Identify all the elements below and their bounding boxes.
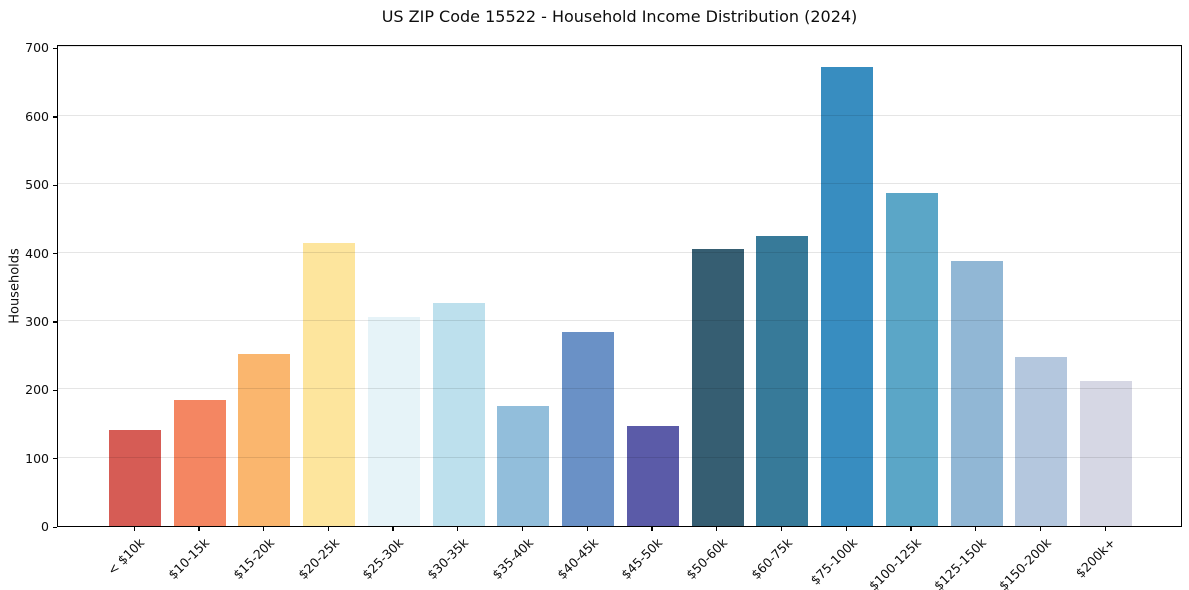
- y-tick-label: 100: [25, 450, 49, 466]
- x-tick-mark: [651, 527, 653, 531]
- gridline: [58, 251, 1181, 253]
- bar: [756, 236, 809, 526]
- y-tick-mark: [53, 116, 57, 118]
- chart-title: US ZIP Code 15522 - Household Income Dis…: [381, 7, 858, 26]
- y-tick-mark: [53, 526, 57, 528]
- gridline: [58, 319, 1181, 321]
- x-tick-mark: [910, 527, 912, 531]
- x-tick-label: < $10k: [104, 535, 148, 578]
- x-tick-label: $10-15k: [165, 535, 213, 583]
- x-tick-mark: [133, 527, 135, 531]
- gridline: [58, 183, 1181, 185]
- y-tick-mark: [53, 321, 57, 323]
- y-tick-mark: [53, 47, 57, 50]
- y-tick-label: 400: [25, 245, 49, 261]
- gridline: [58, 388, 1181, 390]
- bar: [626, 426, 679, 526]
- y-tick-label: 700: [25, 40, 49, 56]
- x-tick-mark: [457, 527, 459, 531]
- bar: [432, 303, 485, 526]
- y-tick-mark: [53, 253, 57, 255]
- x-tick-label: $75-100k: [807, 535, 860, 588]
- x-tick-label: $40-45k: [553, 535, 601, 583]
- x-tick-label: $35-40k: [488, 535, 536, 583]
- bar: [1080, 381, 1132, 526]
- x-tick-label: $200k+: [1072, 535, 1119, 581]
- bar: [950, 260, 1003, 526]
- bar: [821, 67, 874, 526]
- bar: [562, 331, 615, 526]
- x-tick-mark: [845, 527, 847, 531]
- y-tick-label: 600: [25, 108, 49, 124]
- bar: [497, 405, 550, 526]
- y-tick-mark: [53, 389, 57, 392]
- x-tick-mark: [1104, 527, 1106, 531]
- x-tick-label: $45-50k: [618, 535, 666, 583]
- x-tick-mark: [521, 527, 524, 531]
- x-tick-mark: [780, 527, 783, 531]
- bar: [691, 249, 744, 526]
- bar: [885, 193, 938, 526]
- x-tick-mark: [262, 527, 265, 531]
- bar: [238, 354, 291, 526]
- bar: [1015, 357, 1068, 526]
- gridline: [58, 114, 1181, 116]
- x-tick-mark: [327, 527, 329, 531]
- x-tick-label: $50-60k: [683, 535, 731, 583]
- bar: [303, 242, 356, 526]
- y-tick-label: 0: [41, 519, 49, 534]
- y-tick-label: 200: [25, 382, 49, 398]
- x-tick-label: $60-75k: [747, 535, 795, 583]
- x-tick-label: $20-25k: [294, 535, 342, 583]
- y-tick-label: 300: [25, 313, 49, 329]
- gridline: [58, 456, 1181, 458]
- y-tick-mark: [53, 458, 57, 460]
- x-tick-label: $25-30k: [359, 535, 407, 583]
- bar: [173, 400, 226, 526]
- plot-area: [57, 45, 1182, 527]
- gridline: [58, 46, 1181, 48]
- x-tick-mark: [716, 527, 718, 531]
- x-tick-label: $100-125k: [866, 535, 925, 590]
- x-tick-label: $150-200k: [995, 535, 1054, 590]
- y-tick-label: 500: [25, 177, 49, 193]
- bar: [109, 429, 161, 526]
- x-tick-label: $15-20k: [230, 535, 278, 583]
- x-tick-mark: [392, 527, 394, 531]
- x-tick-mark: [198, 527, 200, 531]
- x-tick-label: $30-35k: [424, 535, 472, 583]
- bar: [367, 317, 420, 526]
- x-tick-mark: [1039, 527, 1042, 531]
- x-tick-label: $125-150k: [930, 535, 990, 590]
- y-tick-mark: [53, 184, 57, 186]
- x-tick-mark: [586, 527, 588, 531]
- x-tick-mark: [975, 527, 977, 531]
